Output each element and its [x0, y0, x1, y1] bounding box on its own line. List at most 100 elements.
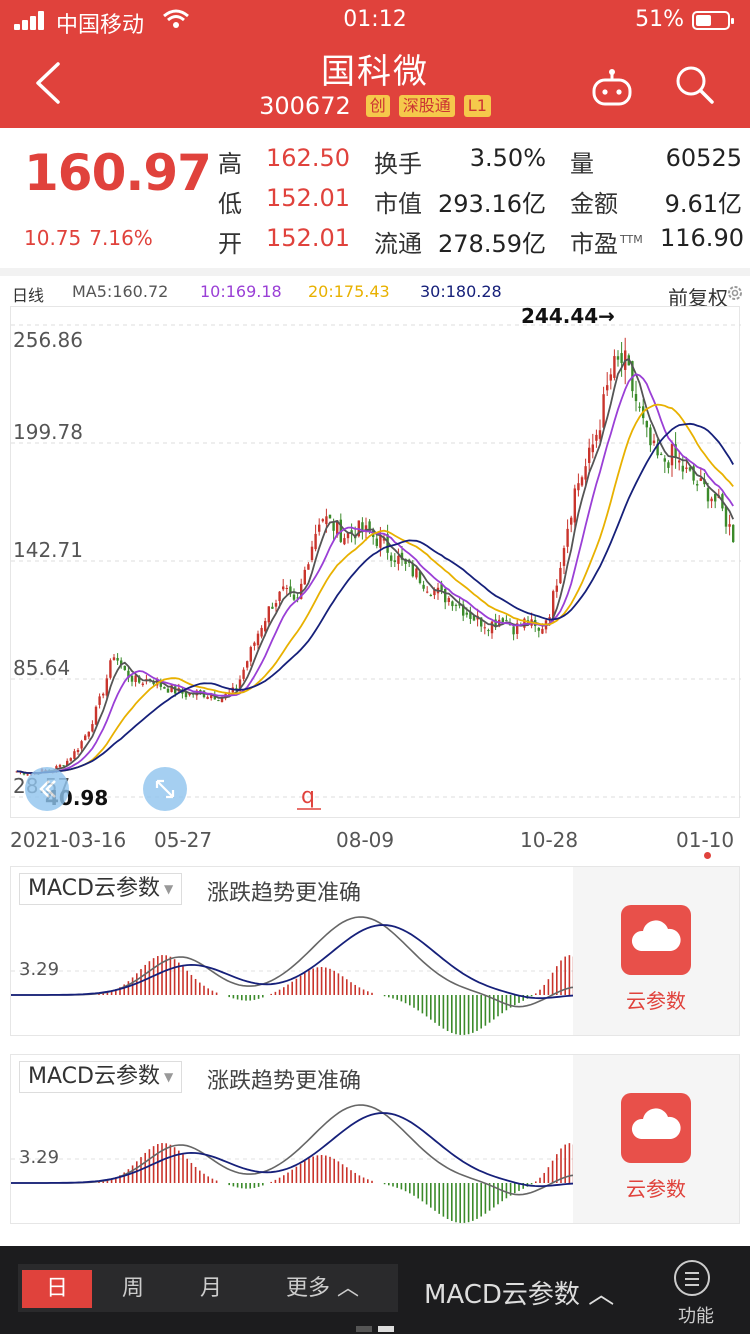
candle-body	[285, 588, 288, 590]
candle-body	[296, 597, 299, 599]
candle-body	[94, 706, 98, 725]
candle-body	[566, 528, 569, 547]
low-value: 152.01	[266, 184, 350, 212]
ma20-line	[16, 403, 734, 774]
market-cap-label: 市值	[374, 190, 422, 218]
tab-day[interactable]: 日	[22, 1270, 92, 1308]
candle-body	[598, 430, 602, 439]
battery-icon	[692, 11, 734, 30]
candle-body	[166, 688, 170, 693]
volume-label: 量	[570, 150, 594, 178]
candle-body	[444, 589, 447, 603]
scroll-left-button[interactable]	[25, 767, 69, 811]
candle-body	[487, 630, 490, 632]
candle-body	[66, 760, 69, 766]
tab-month[interactable]: 月	[199, 1276, 222, 1301]
robot-assistant-icon[interactable]	[590, 68, 634, 108]
candle-body	[606, 385, 609, 391]
candle-body	[400, 552, 404, 560]
indicator-dropdown[interactable]: MACD云参数 ▼	[19, 1061, 183, 1093]
candle-body	[645, 420, 648, 428]
cloud-icon	[621, 905, 691, 975]
candle-body	[307, 564, 310, 570]
candle-body	[69, 758, 72, 761]
candle-body	[343, 538, 346, 545]
indicator-name: MACD云参数	[28, 1064, 160, 1089]
high-value: 162.50	[266, 144, 350, 172]
candle-body	[616, 356, 620, 360]
candle-body	[577, 483, 580, 491]
candle-body	[217, 700, 220, 702]
candle-body	[548, 617, 551, 620]
candle-body	[390, 555, 393, 561]
candle-body	[490, 621, 494, 634]
candle-body	[584, 466, 587, 480]
candle-body	[321, 519, 324, 522]
candle-body	[638, 406, 641, 408]
carrier-name: 中国移动	[56, 13, 145, 38]
volume-value: 60525	[665, 144, 742, 172]
macd-dea-line	[11, 924, 576, 1000]
candle-body	[336, 520, 339, 536]
candle-body	[620, 353, 623, 364]
candle-body	[120, 660, 123, 666]
candle-body	[415, 568, 418, 578]
candle-body	[346, 532, 350, 539]
candle-body	[256, 633, 260, 646]
candle-body	[242, 669, 245, 679]
candle-body	[429, 595, 432, 597]
last-price: 160.97	[24, 144, 212, 202]
tab-week[interactable]: 周	[121, 1276, 144, 1301]
gear-icon[interactable]	[726, 284, 744, 302]
y-tick-label: 199.78	[13, 420, 83, 444]
chevron-up-icon: ︿	[579, 1280, 615, 1310]
x-tick-label: 05-27	[154, 828, 213, 852]
candle-body	[62, 765, 65, 767]
indicator-dropdown[interactable]: MACD云参数 ▼	[19, 873, 183, 905]
candle-body	[724, 506, 728, 527]
candle-body	[350, 530, 353, 534]
menu-icon[interactable]	[674, 1260, 710, 1296]
period-tabs: 日 周 月 更多 ︿	[18, 1264, 398, 1312]
y-tick-label: 256.86	[13, 328, 83, 352]
candle-body	[570, 517, 573, 525]
cloud-icon	[621, 1093, 691, 1163]
battery-percent: 51%	[635, 7, 684, 32]
candle-body	[271, 606, 274, 609]
candle-body	[264, 621, 267, 632]
candle-body	[292, 594, 296, 600]
candle-body	[318, 524, 321, 532]
candle-body	[512, 626, 515, 635]
candle-body	[199, 690, 202, 692]
wifi-icon	[162, 8, 190, 36]
back-arrow-icon[interactable]	[30, 58, 66, 108]
candle-body	[58, 764, 62, 768]
candle-body	[692, 466, 695, 481]
cloud-params-button[interactable]: 云参数	[573, 867, 739, 1035]
open-value: 152.01	[266, 224, 350, 252]
expand-chart-icon[interactable]	[143, 767, 187, 811]
quote-panel: 160.97 10.75 7.16% 高 162.50 换手 3.50% 量 60…	[0, 128, 750, 268]
tab-more[interactable]: 更多 ︿	[286, 1270, 386, 1308]
x-axis: 2021-03-16 05-27 08-09 10-28 01-10	[0, 822, 750, 862]
candle-body	[253, 642, 256, 646]
cloud-params-button[interactable]: 云参数	[573, 1055, 739, 1223]
candle-body	[591, 444, 594, 453]
candle-body	[361, 522, 364, 533]
indicator-selector[interactable]: MACD云参数 ︿	[424, 1274, 614, 1311]
search-icon[interactable]	[672, 62, 716, 106]
pe-label: 市盈 TTM	[570, 224, 643, 259]
candle-body	[555, 585, 558, 592]
candle-body	[516, 623, 519, 634]
candle-body	[451, 601, 454, 607]
function-label[interactable]: 功能	[678, 1306, 714, 1327]
market-cap-value: 293.16亿	[438, 190, 546, 218]
kline-chart[interactable]: 256.86199.78142.7185.6428.57244.44→40.98…	[10, 306, 741, 818]
candle-body	[732, 524, 735, 542]
candle-body	[541, 628, 544, 634]
ma30-value: 30:180.28	[420, 282, 502, 301]
price-change: 10.75 7.16%	[24, 226, 161, 250]
candle-body	[246, 661, 249, 668]
x-tick-label: 10-28	[520, 828, 579, 852]
candle-body	[368, 521, 371, 533]
